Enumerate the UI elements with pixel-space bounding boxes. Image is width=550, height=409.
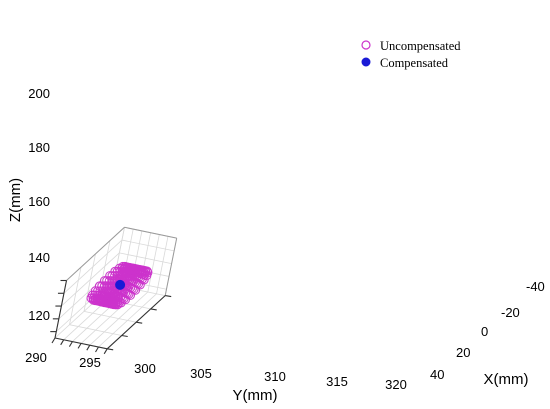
grid-line	[83, 311, 137, 323]
y-tick-label: 320	[385, 377, 407, 392]
y-tick-mark	[60, 339, 65, 346]
grid-line	[156, 236, 169, 294]
y-tick-mark	[103, 348, 108, 355]
uncompensated-point	[99, 281, 110, 291]
x-tick-label: -40	[526, 279, 545, 294]
uncompensated-point	[94, 281, 105, 291]
x-tick-label: 20	[456, 345, 470, 360]
y-tick-mark	[86, 344, 91, 351]
legend: Uncompensated Compensated	[361, 39, 461, 70]
tick-labels: 290 295 300 305 310 315 320 -40 -20 0 20…	[25, 86, 545, 392]
y-tick-label: 310	[264, 369, 286, 384]
legend-label-uncompensated: Uncompensated	[380, 39, 461, 53]
y-axis-title: Y(mm)	[233, 387, 278, 404]
y-tick-label: 290	[25, 350, 47, 365]
grid-line	[147, 234, 160, 293]
x-tick-mark	[136, 321, 143, 324]
uncompensated-point	[110, 298, 121, 308]
z-tick-label: 160	[28, 194, 50, 209]
grid-line	[63, 239, 123, 294]
grid-line	[83, 253, 96, 312]
grid-line	[69, 267, 82, 325]
box-edge	[164, 238, 178, 296]
x-tick-label: 40	[430, 367, 444, 382]
uncompensated-point	[104, 281, 115, 291]
box-edge	[124, 226, 177, 239]
z-tick-label: 200	[28, 86, 50, 101]
uncompensated-point	[99, 276, 110, 286]
y-tick-mark	[77, 343, 82, 349]
x-tick-mark	[107, 348, 114, 351]
y-tick-mark	[68, 341, 73, 347]
data-points	[86, 261, 153, 310]
uncompensated-point	[102, 281, 112, 291]
uncompensated-point	[104, 276, 115, 286]
axis-tick-marks	[50, 279, 172, 355]
grid-line	[121, 239, 175, 252]
legend-label-compensated: Compensated	[380, 56, 449, 70]
grid-line	[69, 324, 122, 336]
legend-marker-compensated	[361, 57, 371, 67]
uncompensated-point	[135, 280, 145, 290]
y-tick-label: 315	[326, 374, 348, 389]
y-tick-label: 305	[190, 366, 212, 381]
uncompensated-point	[109, 286, 120, 296]
y-tick-mark	[51, 337, 56, 344]
y-tick-label: 295	[79, 355, 101, 370]
z-axis-line	[54, 280, 68, 339]
uncompensated-point	[97, 281, 107, 291]
grid-line	[61, 252, 120, 307]
y-tick-label: 300	[134, 361, 156, 376]
x-tick-mark	[150, 308, 157, 311]
x-tick-mark	[165, 295, 172, 298]
x-tick-mark	[121, 334, 128, 338]
x-axis-title: X(mm)	[484, 371, 529, 388]
y-tick-mark	[95, 346, 99, 353]
legend-marker-uncompensated	[361, 40, 371, 50]
uncompensated-point	[107, 286, 117, 296]
uncompensated-point	[130, 285, 141, 295]
box-edge	[66, 226, 125, 281]
x-tick-label: 0	[481, 324, 488, 339]
x-tick-label: -20	[501, 305, 520, 320]
z-axis-title: Z(mm)	[7, 178, 24, 222]
z-tick-label: 120	[28, 308, 50, 323]
uncompensated-point	[102, 276, 112, 286]
grid-line	[98, 240, 111, 299]
compensated-point	[115, 279, 126, 290]
grid-line	[119, 252, 172, 265]
z-tick-label: 180	[28, 140, 50, 155]
z-tick-label: 140	[28, 250, 50, 265]
grid-line	[58, 265, 118, 320]
